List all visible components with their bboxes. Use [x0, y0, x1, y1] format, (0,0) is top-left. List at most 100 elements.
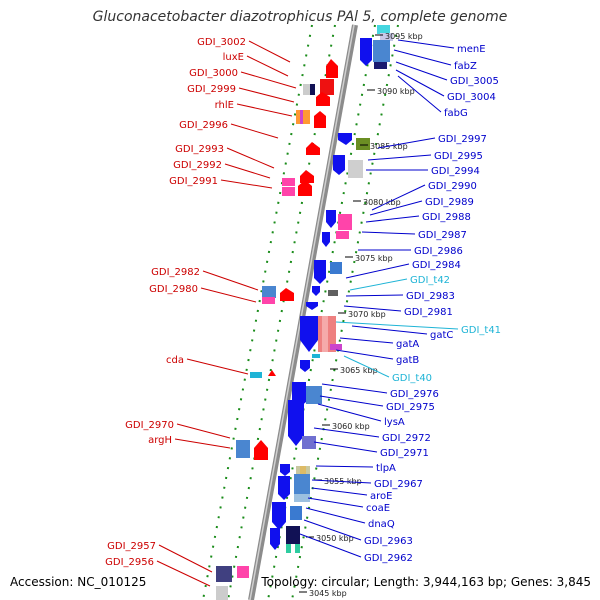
leader-line [339, 337, 394, 344]
leader-line [313, 441, 378, 453]
right-gene-label: gatC [430, 330, 453, 341]
feature [312, 354, 320, 358]
ruler-tick-label: 3060 kbp [332, 422, 370, 431]
right-gene-label: lysA [384, 417, 405, 428]
right-gene-label: tlpA [376, 463, 396, 474]
ruler-tick-label: 3045 kbp [309, 589, 347, 598]
left-gene-label: GDI_2956 [105, 557, 154, 568]
feature [236, 440, 250, 458]
right-gene-label: fabZ [454, 61, 477, 72]
feature [294, 494, 310, 502]
backbone-highlight [249, 24, 355, 600]
leader-line [335, 321, 459, 330]
left-gene-label: GDI_3000 [189, 68, 238, 79]
feature [282, 187, 295, 196]
topology-text: Topology: circular; Length: 3,944,163 bp… [261, 575, 591, 589]
right-gene-label: GDI_2995 [434, 151, 483, 162]
feature [216, 566, 232, 582]
accession-text: Accession: NC_010125 [10, 575, 147, 589]
leader-line [349, 278, 408, 291]
feature [314, 111, 326, 128]
feature [348, 160, 363, 178]
feature [330, 262, 342, 274]
feature [326, 210, 336, 228]
feature [360, 38, 372, 66]
left-gene-label: GDI_2982 [151, 267, 200, 278]
left-gene-label: GDI_2993 [175, 144, 224, 155]
right-gene-label: GDI_2989 [425, 197, 474, 208]
feature [306, 142, 320, 155]
leader-line [307, 497, 364, 508]
leader-line [351, 325, 428, 335]
left-gene-label: cda [166, 355, 184, 366]
right-gene-label: GDI_2994 [431, 166, 480, 177]
left-labels: GDI_3002 luxE GDI_3000 GDI_2999 rhlE GDI_2996… [105, 37, 297, 587]
feature [291, 544, 295, 553]
right-gene-label: GDI_3005 [450, 76, 499, 87]
genome-backbone [248, 24, 358, 600]
right-gene-label: gatA [396, 339, 419, 350]
feature [310, 84, 315, 95]
right-gene-label: GDI_2972 [382, 433, 431, 444]
feature [322, 232, 330, 247]
feature [380, 33, 393, 41]
right-gene-label: GDI_2986 [414, 246, 463, 257]
leader-line [321, 383, 388, 394]
leader-line [299, 533, 362, 558]
leader-line [236, 103, 293, 117]
left-gene-label: GDI_2996 [179, 120, 228, 131]
right-gene-label: GDI_2984 [412, 260, 461, 271]
feature [336, 231, 349, 239]
leader-line [317, 403, 382, 422]
leader-line [220, 179, 273, 189]
trna-label: GDI_t40 [392, 373, 432, 384]
leader-line [369, 200, 423, 216]
feature [316, 92, 330, 106]
leader-line [377, 137, 436, 149]
feature [290, 506, 302, 520]
right-gene-label: aroE [370, 491, 392, 502]
leader-line [311, 487, 368, 496]
right-labels: menE fabZ GDI_3005 GDI_3004 fabG GDI_2997 GDI_… [299, 39, 501, 564]
right-gene-label: GDI_3004 [447, 92, 496, 103]
leader-line [393, 49, 452, 66]
ruler-tick-label: 3090 kbp [377, 87, 415, 96]
right-gene-label: GDI_2988 [422, 212, 471, 223]
leader-line [397, 75, 442, 113]
feature [374, 62, 387, 69]
right-gene-label: GDI_2987 [418, 230, 467, 241]
right-gene-label: GDI_2981 [404, 307, 453, 318]
feature [286, 526, 300, 544]
leader-line [395, 61, 448, 81]
ruler-tick-label: 3050 kbp [316, 534, 354, 543]
leader-line [202, 270, 259, 291]
ruler-tick-label: 3070 kbp [348, 310, 386, 319]
left-gene-label: GDI_3002 [197, 37, 246, 48]
left-gene-label: GDI_2970 [125, 420, 174, 431]
feature [268, 370, 276, 376]
feature [330, 344, 342, 350]
feature [373, 40, 390, 62]
leader-line [343, 355, 390, 378]
right-gene-label: coaE [366, 503, 390, 514]
left-gene-label: rhlE [215, 100, 234, 111]
feature [333, 155, 345, 175]
left-gene-label: GDI_2980 [149, 284, 198, 295]
leader-line [186, 358, 249, 375]
right-gene-label: GDI_2983 [406, 291, 455, 302]
feature [300, 110, 303, 124]
leader-line [248, 40, 291, 63]
feature [306, 302, 318, 310]
leader-line [367, 154, 432, 161]
left-gene-label: argH [148, 435, 172, 446]
feature [272, 502, 286, 530]
feature [250, 372, 262, 378]
leader-line [176, 423, 231, 439]
feature [377, 25, 390, 34]
feature [262, 286, 276, 298]
feature [298, 180, 312, 196]
leader-line [311, 479, 372, 484]
leader-line [240, 71, 297, 89]
feature [322, 316, 328, 352]
ruler-tick-label: 3065 kbp [340, 366, 378, 375]
